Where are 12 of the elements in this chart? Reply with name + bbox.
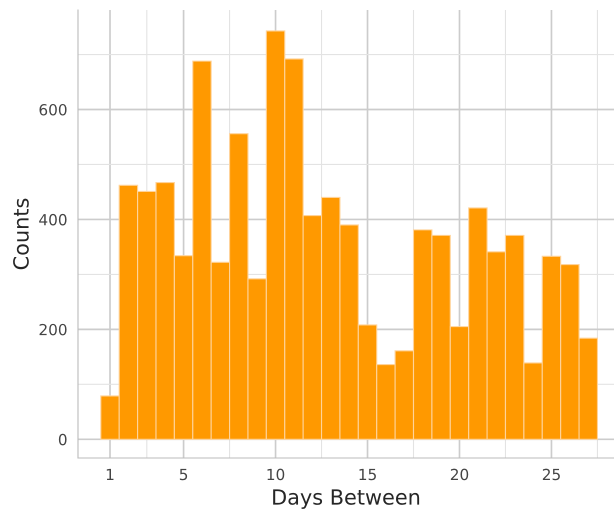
x-tick-label: 5 — [180, 468, 188, 480]
x-axis-title: Days Between — [273, 489, 420, 509]
x-tick-label: 20 — [450, 468, 468, 480]
x-tick-label: 25 — [542, 468, 560, 480]
y-tick-label: 400 — [39, 214, 67, 226]
y-tick-label: 600 — [39, 104, 67, 116]
y-axis-title: Counts — [13, 198, 29, 270]
x-tick-label: 15 — [359, 468, 376, 480]
x-tick-label: 1 — [106, 468, 114, 480]
x-tick-label: 10 — [268, 468, 284, 480]
y-tick-label: 200 — [40, 324, 67, 336]
y-tick-label: 0 — [58, 434, 67, 446]
